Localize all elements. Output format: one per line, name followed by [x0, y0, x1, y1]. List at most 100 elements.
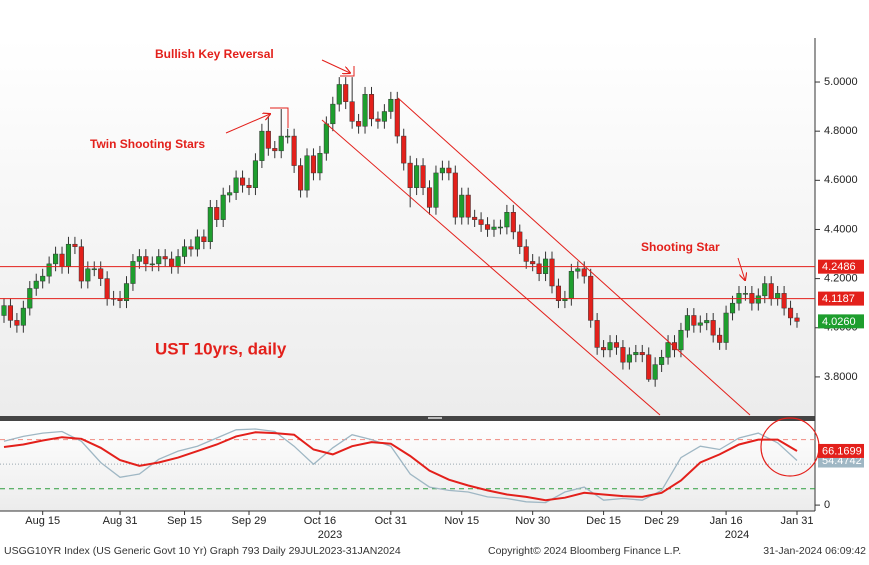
y-tick-label: 4.2000 — [824, 273, 858, 285]
footer-center: Copyright© 2024 Bloomberg Finance L.P. — [488, 545, 681, 557]
candle-body — [684, 315, 690, 331]
y-tick-label: 4.4000 — [824, 223, 858, 235]
candle-body — [755, 295, 761, 304]
candle-body — [671, 342, 678, 351]
indicator-line — [3, 428, 798, 504]
candle-body — [659, 357, 665, 365]
candle-body — [484, 224, 491, 230]
candle-body — [304, 155, 310, 191]
x-tick-label: Dec 15 — [586, 515, 621, 527]
candle-body — [317, 153, 323, 174]
x-tick-label: Aug 15 — [25, 515, 60, 527]
candle-body — [272, 148, 278, 152]
candle-body — [298, 165, 304, 191]
candle-body — [156, 256, 162, 265]
candle-body — [20, 307, 26, 326]
last-price-label: 4.0260 — [822, 316, 856, 328]
candle-body — [233, 177, 239, 193]
candle-body — [762, 283, 768, 297]
candle-body — [723, 312, 729, 343]
candle-body — [665, 342, 671, 358]
candle-body — [775, 293, 781, 299]
x-tick-label: Sep 29 — [232, 515, 267, 527]
candle-body — [729, 302, 736, 314]
candle-body — [768, 283, 774, 299]
candle-body — [420, 165, 426, 188]
candle-body — [201, 236, 207, 243]
highlight-circle — [760, 417, 820, 477]
candle-body — [555, 285, 562, 301]
y-tick-label: 4.8000 — [824, 125, 858, 137]
level-label: 4.2486 — [822, 261, 856, 273]
indicator-line — [3, 431, 798, 502]
marks: 3.80004.00004.20004.40004.60004.80005.00… — [0, 76, 864, 527]
candle-body — [414, 165, 420, 188]
candle-body — [323, 123, 329, 154]
candle-body — [478, 219, 484, 225]
x-tick-label: Jan 31 — [780, 515, 813, 527]
x-tick-label: Nov 15 — [444, 515, 479, 527]
x-tick-label: Oct 31 — [375, 515, 407, 527]
candle-body — [433, 172, 439, 208]
candle-body — [130, 261, 136, 284]
candle-body — [98, 268, 104, 279]
candle-body — [104, 278, 110, 299]
x-tick-label: Dec 29 — [644, 515, 679, 527]
candle-body — [742, 293, 748, 295]
candle-body — [613, 342, 620, 348]
candle-body — [188, 246, 194, 250]
candle-body — [504, 212, 510, 228]
last-value-box — [818, 443, 864, 458]
candle-body — [530, 261, 536, 265]
candle-body — [149, 263, 155, 266]
candle-body — [40, 275, 46, 282]
candle-body — [523, 246, 529, 262]
last-value-label: 66.1699 — [822, 445, 862, 457]
candle-body — [407, 162, 413, 188]
candle-body — [517, 231, 523, 247]
candle-body — [53, 253, 59, 265]
channel-upper — [397, 97, 751, 416]
candle-body — [214, 207, 220, 220]
y-tick-label: 4.6000 — [824, 174, 858, 186]
candle-body — [7, 305, 13, 321]
chart-title: UST 10yrs, daily — [155, 339, 287, 358]
candle-body — [246, 184, 252, 188]
candle-body — [465, 194, 471, 218]
candle-body — [381, 111, 387, 122]
candle-body — [472, 216, 478, 220]
candle-body — [65, 243, 72, 267]
candle-body — [401, 135, 407, 164]
candle-body — [278, 135, 284, 152]
candle-body — [717, 334, 723, 343]
candle-body — [265, 130, 271, 149]
candle-body — [497, 226, 503, 229]
candle-body — [336, 84, 342, 105]
arrow — [225, 114, 270, 134]
candle-body — [491, 226, 497, 230]
arrow-bracket — [340, 66, 355, 77]
candle-body — [704, 320, 710, 324]
annotation: Twin Shooting Stars — [90, 137, 205, 151]
candle-body — [601, 347, 607, 351]
candle-body — [607, 342, 613, 351]
level-label-box — [818, 291, 864, 306]
arrow — [321, 59, 350, 73]
candle-body — [343, 84, 349, 102]
candle-body — [123, 283, 130, 301]
x-tick-label: Sep 15 — [167, 515, 202, 527]
candle-body — [375, 118, 381, 122]
candle-body — [633, 352, 639, 356]
candle-body — [639, 352, 645, 356]
candle-body — [536, 263, 542, 274]
candle-body — [626, 354, 632, 363]
candle-body — [459, 194, 465, 218]
candle-body — [568, 270, 574, 299]
candle-body — [85, 268, 91, 282]
candle-body — [426, 187, 433, 208]
candle-body — [78, 246, 84, 282]
candle-body — [252, 160, 258, 188]
candle-body — [33, 280, 39, 289]
candle-body — [220, 194, 226, 220]
